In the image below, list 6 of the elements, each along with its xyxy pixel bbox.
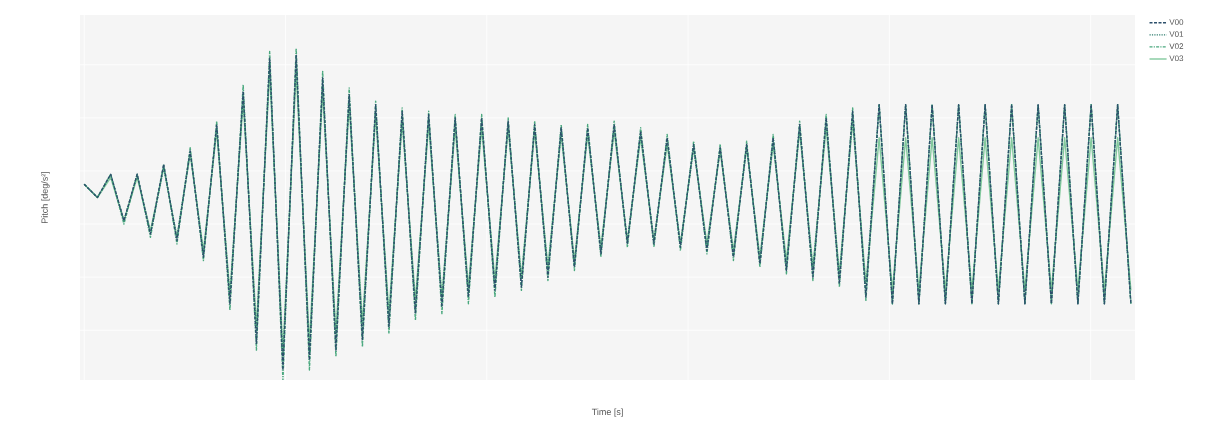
legend-label: V02 — [1169, 43, 1184, 50]
legend-label: V03 — [1169, 55, 1184, 62]
legend-label: V01 — [1169, 31, 1184, 37]
legend-label: V00 — [1169, 19, 1184, 25]
x-axis-title: Time [s] — [591, 408, 623, 417]
y-axis-title: Pitch [deg/s²] — [41, 171, 50, 224]
